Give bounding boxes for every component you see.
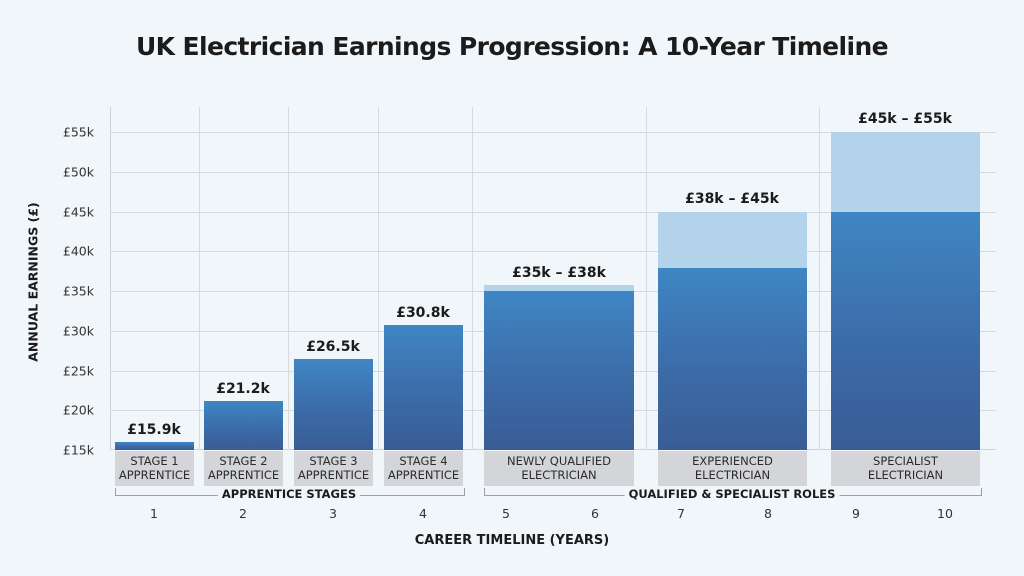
base-segment (831, 212, 980, 450)
x-tick: 9 (852, 506, 860, 521)
stage-label-line: APPRENTICE (297, 467, 370, 482)
stage-label-line: SPECIALIST (873, 454, 938, 468)
stage-label-line: NEWLY QUALIFIED (506, 454, 612, 468)
x-tick: 4 (419, 506, 427, 521)
gridline (646, 107, 647, 450)
bar-newly-qualified[interactable] (484, 285, 634, 450)
data-label: £35k – £38k (512, 265, 606, 281)
stage-label-line: ELECTRICIAN (521, 467, 597, 482)
gridline (819, 107, 820, 450)
stage-label-line: ELECTRICIAN (694, 467, 771, 482)
x-tick: 7 (677, 506, 685, 521)
stage-label: STAGE 2 APPRENTICE (204, 451, 283, 486)
y-tick: £30k (62, 323, 94, 339)
stage-label: STAGE 4 APPRENTICE (384, 451, 463, 486)
x-tick: 6 (591, 506, 599, 521)
base-segment (658, 268, 807, 450)
range-segment (484, 285, 634, 291)
stage-label: NEWLY QUALIFIED ELECTRICIAN (484, 451, 634, 486)
stage-label-line: ELECTRICIAN (867, 467, 944, 482)
x-tick: 10 (937, 506, 953, 521)
x-axis-label: CAREER TIMELINE (YEARS) (414, 533, 610, 548)
x-tick: 1 (150, 506, 158, 521)
stage-label-line: APPRENTICE (387, 467, 460, 482)
x-tick: 2 (239, 506, 247, 521)
y-tick: £25k (62, 363, 94, 379)
gridline (472, 107, 473, 450)
y-tick: £50k (62, 164, 94, 180)
gridline (288, 107, 289, 450)
group-label-qualified: QUALIFIED & SPECIALIST ROLES (624, 487, 840, 501)
bar-specialist[interactable] (831, 132, 980, 450)
gridline (110, 172, 996, 173)
y-axis-label: ANNUAL EARNINGS (£) (25, 202, 41, 362)
stage-label-line: STAGE 1 (130, 454, 179, 468)
base-segment (484, 291, 634, 450)
y-tick: £55k (62, 124, 94, 140)
stage-label: STAGE 1 APPRENTICE (115, 451, 194, 486)
gridline (110, 132, 996, 133)
data-label: £15.9k (127, 422, 181, 438)
y-tick: £15k (62, 442, 94, 458)
stage-label-line: EXPERIENCED (692, 454, 773, 468)
data-label: £30.8k (396, 305, 450, 321)
bar-stage-2[interactable] (204, 401, 283, 450)
stage-label-line: APPRENTICE (207, 467, 280, 482)
y-tick: £20k (62, 402, 94, 418)
stage-label-line: APPRENTICE (118, 467, 191, 482)
data-label: £38k – £45k (685, 191, 779, 207)
range-segment (658, 212, 807, 268)
stage-label: EXPERIENCED ELECTRICIAN (658, 451, 807, 486)
gridline (378, 107, 379, 450)
y-tick: £40k (62, 243, 94, 259)
x-tick: 5 (502, 506, 510, 521)
x-tick: 8 (764, 506, 772, 521)
stage-label: SPECIALIST ELECTRICIAN (831, 451, 980, 486)
group-label-apprentice: APPRENTICE STAGES (217, 487, 361, 501)
stage-label: STAGE 3 APPRENTICE (294, 451, 373, 486)
y-tick: £45k (62, 204, 94, 220)
bar-stage-1[interactable] (115, 442, 194, 450)
x-tick: 3 (329, 506, 337, 521)
stage-label-line: STAGE 2 (219, 454, 268, 468)
y-axis-line (110, 107, 111, 450)
gridline (199, 107, 200, 450)
data-label: £26.5k (306, 339, 360, 355)
range-segment (831, 132, 980, 212)
bar-stage-4[interactable] (384, 325, 463, 450)
data-label: £21.2k (216, 381, 270, 397)
bar-stage-3[interactable] (294, 359, 373, 450)
y-tick: £35k (62, 283, 94, 299)
bar-experienced[interactable] (658, 212, 807, 450)
chart-title: UK Electrician Earnings Progression: A 1… (135, 32, 889, 61)
stage-label-line: STAGE 3 (309, 454, 358, 468)
gridline (110, 212, 996, 213)
stage-label-line: STAGE 4 (399, 454, 448, 468)
data-label: £45k – £55k (858, 111, 952, 127)
gridline (110, 251, 996, 252)
